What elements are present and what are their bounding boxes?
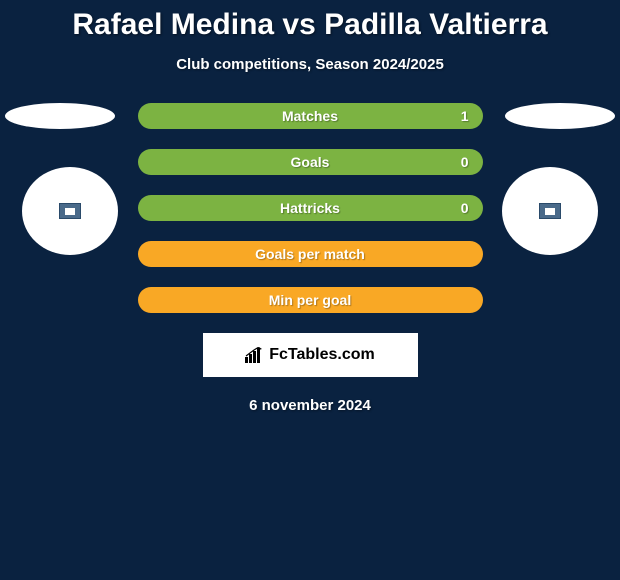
- stat-bar-hattricks: Hattricks 0: [138, 195, 483, 221]
- placeholder-icon: [539, 203, 561, 219]
- stat-bar-goals: Goals 0: [138, 149, 483, 175]
- logo-box: FcTables.com: [203, 333, 418, 377]
- stat-label: Matches: [282, 108, 338, 124]
- page-title: Rafael Medina vs Padilla Valtierra: [0, 0, 620, 42]
- stat-bar-matches: Matches 1: [138, 103, 483, 129]
- stat-value-right: 0: [461, 149, 469, 175]
- club-badge-right: [502, 167, 598, 255]
- stat-label: Hattricks: [280, 200, 340, 216]
- stat-value-right: 1: [461, 103, 469, 129]
- stat-label: Goals: [291, 154, 330, 170]
- stat-label: Min per goal: [269, 292, 351, 308]
- date-text: 6 november 2024: [0, 397, 620, 414]
- placeholder-icon: [59, 203, 81, 219]
- logo: FcTables.com: [245, 346, 375, 364]
- avatar-placeholder-left-top: [5, 103, 115, 129]
- stat-label: Goals per match: [255, 246, 365, 262]
- stat-bar-goals-per-match: Goals per match: [138, 241, 483, 267]
- chart-icon: [245, 347, 265, 363]
- logo-text: FcTables.com: [269, 346, 375, 364]
- content-area: Matches 1 Goals 0 Hattricks 0 Goals per …: [0, 103, 620, 414]
- stats-container: Matches 1 Goals 0 Hattricks 0 Goals per …: [138, 103, 483, 313]
- subtitle: Club competitions, Season 2024/2025: [0, 56, 620, 73]
- club-badge-left: [22, 167, 118, 255]
- stat-bar-min-per-goal: Min per goal: [138, 287, 483, 313]
- avatar-placeholder-right-top: [505, 103, 615, 129]
- stat-value-right: 0: [461, 195, 469, 221]
